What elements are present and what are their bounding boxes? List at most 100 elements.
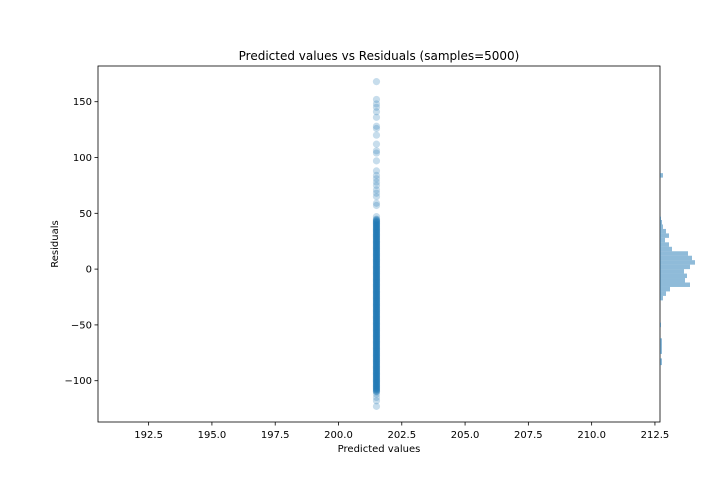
scatter-point: [372, 268, 381, 276]
scatter-point: [372, 370, 381, 378]
scatter-point: [372, 332, 381, 341]
scatter-point: [372, 309, 381, 317]
scatter-point: [372, 358, 381, 366]
scatter-point: [372, 278, 381, 286]
scatter-point: [372, 311, 381, 319]
scatter-points: [372, 78, 381, 410]
scatter-point: [372, 352, 381, 360]
scatter-point: [372, 280, 381, 288]
scatter-point: [372, 350, 381, 358]
scatter-point: [372, 103, 381, 111]
scatter-point: [372, 229, 381, 237]
scatter-point: [372, 222, 381, 230]
scatter-point: [372, 299, 381, 308]
scatter-point: [372, 354, 381, 362]
scatter-point: [372, 289, 381, 297]
scatter-point: [372, 287, 381, 295]
scatter-point: [372, 247, 381, 255]
scatter-point: [372, 282, 381, 291]
scatter-point: [372, 302, 381, 310]
scatter-point: [372, 377, 381, 385]
scatter-point: [372, 346, 381, 354]
histogram-bar: [660, 322, 661, 328]
scatter-point: [372, 253, 381, 262]
scatter-point: [372, 312, 381, 320]
scatter-point: [372, 255, 381, 263]
scatter-point: [372, 359, 381, 367]
scatter-point: [372, 376, 381, 384]
scatter-point: [372, 317, 381, 325]
scatter-point: [372, 244, 381, 252]
scatter-point: [372, 364, 381, 372]
scatter-point: [372, 220, 381, 228]
y-tick-label: 150: [73, 97, 92, 108]
scatter-point: [372, 237, 381, 245]
y-tick-label: 0: [86, 265, 92, 276]
scatter-point: [372, 235, 381, 243]
scatter-point: [372, 310, 381, 319]
scatter-point: [372, 278, 381, 287]
scatter-point: [372, 232, 381, 241]
scatter-point: [372, 306, 381, 314]
scatter-point: [372, 221, 381, 229]
y-tick-label: 100: [73, 153, 92, 164]
scatter-point: [372, 339, 381, 347]
scatter-point: [372, 260, 381, 268]
scatter-point: [372, 227, 381, 235]
x-axis: 192.5 195.0 197.5 200.0 202.5 205.0 207.5 210.0…: [134, 422, 669, 441]
scatter-point: [372, 257, 381, 266]
scatter-point: [372, 372, 381, 380]
scatter-point: [372, 277, 381, 285]
scatter-point: [372, 267, 381, 276]
scatter-point: [372, 235, 381, 244]
scatter-point: [372, 393, 381, 402]
scatter-point: [372, 270, 381, 278]
scatter-point: [372, 304, 381, 312]
scatter-point: [372, 385, 381, 394]
scatter-point: [372, 382, 381, 390]
scatter-point: [372, 298, 381, 306]
scatter-point: [372, 357, 381, 366]
histogram-bar: [660, 286, 670, 292]
scatter-point: [372, 322, 381, 330]
scatter-point: [372, 307, 381, 316]
scatter-point: [372, 226, 381, 234]
scatter-point: [372, 340, 381, 348]
histogram-bar: [660, 338, 662, 345]
scatter-point: [372, 131, 381, 139]
scatter-point: [372, 224, 381, 232]
y-tick-label: −50: [71, 320, 92, 331]
x-tick-label: 212.5: [641, 430, 670, 441]
scatter-point: [372, 318, 381, 326]
scatter-point: [372, 384, 381, 392]
scatter-point: [372, 251, 381, 259]
scatter-point: [372, 342, 381, 350]
scatter-point: [372, 338, 381, 346]
scatter-point: [372, 299, 381, 307]
scatter-point: [372, 276, 381, 284]
scatter-point: [372, 108, 381, 116]
scatter-point: [372, 122, 381, 130]
scatter-point: [372, 316, 381, 324]
scatter-point: [372, 330, 381, 338]
histogram-bar: [660, 269, 684, 274]
scatter-point: [372, 192, 381, 201]
x-tick-label: 200.0: [324, 430, 353, 441]
scatter-point: [372, 262, 381, 270]
scatter-point: [372, 325, 381, 333]
scatter-point: [372, 199, 381, 207]
scatter-point: [372, 186, 381, 194]
scatter-point: [372, 271, 381, 279]
y-tick-label: −100: [65, 376, 92, 387]
scatter-point: [372, 296, 381, 305]
scatter-point: [372, 217, 381, 225]
scatter-point: [372, 215, 381, 223]
scatter-point: [372, 324, 381, 332]
scatter-point: [372, 258, 381, 266]
scatter-point: [372, 382, 381, 390]
scatter-point: [372, 175, 381, 183]
scatter-point: [372, 249, 381, 257]
scatter-point: [372, 243, 381, 251]
scatter-point: [372, 167, 381, 175]
